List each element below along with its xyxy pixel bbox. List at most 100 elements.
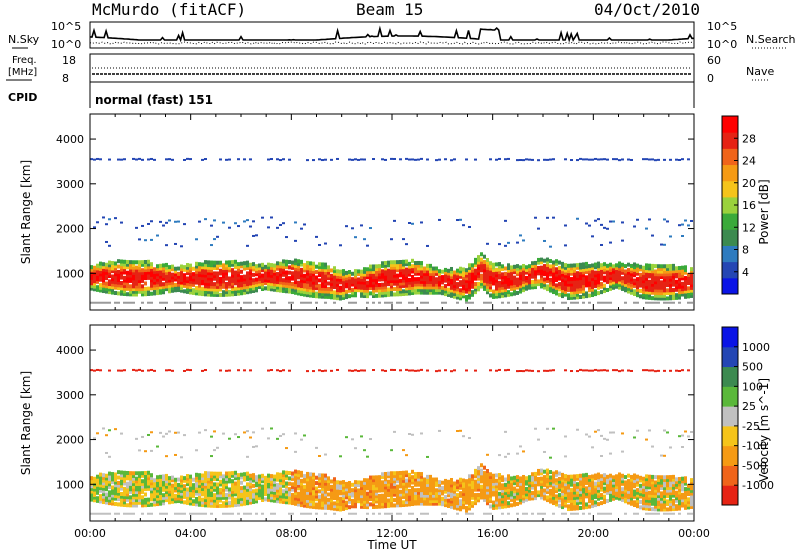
velocity-cell [414,501,417,506]
y-tick-label: 3000 [56,178,84,191]
power-cell [162,274,165,279]
velocity-cell [399,473,402,478]
velocity-cell [129,489,132,494]
velocity-cell [546,484,549,489]
velocity-cell [318,494,321,499]
power-cell [492,292,495,297]
power-cell [240,285,243,290]
velocity-cell [390,503,393,508]
power-cell [222,301,225,304]
velocity-cell [594,430,597,433]
velocity-cell [246,455,249,458]
colorbar-segment [722,196,738,214]
power-cell [150,270,153,275]
power-cell [399,259,402,264]
velocity-cell [156,475,159,480]
velocity-cell [315,512,318,515]
power-cell [678,266,681,271]
power-cell [216,276,219,281]
velocity-cell [414,474,417,479]
velocity-cell [360,480,363,485]
power-cell [135,287,138,292]
velocity-cell [369,475,372,480]
velocity-cell [114,485,117,490]
velocity-cell [438,429,441,432]
power-cell [423,301,426,304]
power-cell [195,301,198,304]
power-cell [561,283,564,288]
power-cell [189,271,192,276]
power-cell [222,266,225,271]
power-cell [246,287,249,292]
velocity-cell [219,369,222,372]
velocity-cell [453,500,456,505]
velocity-cell [354,490,357,495]
power-cell [528,274,531,279]
power-cell [549,269,552,274]
power-cell [129,273,132,278]
power-cell [573,263,576,268]
velocity-cell [156,496,159,501]
velocity-cell [297,494,300,499]
velocity-cell [324,473,327,478]
velocity-cell [270,476,273,481]
velocity-cell [267,473,270,478]
power-cell [414,279,417,284]
power-cell [618,269,621,274]
velocity-cell [630,477,633,482]
power-cell [171,275,174,280]
velocity-cell [576,500,579,505]
power-cell [657,272,660,277]
power-cell [339,244,342,247]
power-cell [489,301,492,304]
power-cell [105,223,108,226]
power-cell [231,270,234,275]
power-cell [480,252,483,257]
power-cell [408,301,411,304]
velocity-cell [117,470,120,475]
velocity-cell [255,488,258,493]
velocity-cell [300,470,303,475]
velocity-cell [255,496,258,501]
power-cell [114,264,117,269]
power-cell [363,158,366,161]
power-cell [174,301,177,304]
power-cell [648,263,651,268]
velocity-cell [486,501,489,506]
power-cell [528,269,531,274]
power-cell [492,273,495,278]
velocity-cell [396,503,399,508]
velocity-cell [312,486,315,491]
power-cell [333,271,336,276]
power-cell [174,282,177,287]
power-cell [105,276,108,281]
velocity-cell [495,369,498,372]
velocity-cell [588,475,591,480]
velocity-cell [201,473,204,478]
velocity-cell [135,500,138,505]
velocity-cell [348,489,351,494]
power-cell [429,277,432,282]
velocity-cell [420,501,423,506]
velocity-cell [168,492,171,497]
velocity-cell [567,493,570,498]
power-cell [156,269,159,274]
power-cell [390,281,393,286]
power-cell [390,301,393,304]
power-cell [624,264,627,269]
velocity-cell [216,482,219,487]
velocity-cell [600,434,603,437]
power-cell [294,282,297,287]
velocity-cell [573,474,576,479]
power-cell [489,277,492,282]
velocity-cell [261,492,264,497]
velocity-cell [648,490,651,495]
power-cell [228,292,231,297]
velocity-cell [141,471,144,476]
power-cell [549,288,552,293]
velocity-cell [111,501,114,506]
power-cell [246,244,249,247]
velocity-cell [297,497,300,502]
power-cell [612,158,615,161]
power-cell [135,284,138,289]
